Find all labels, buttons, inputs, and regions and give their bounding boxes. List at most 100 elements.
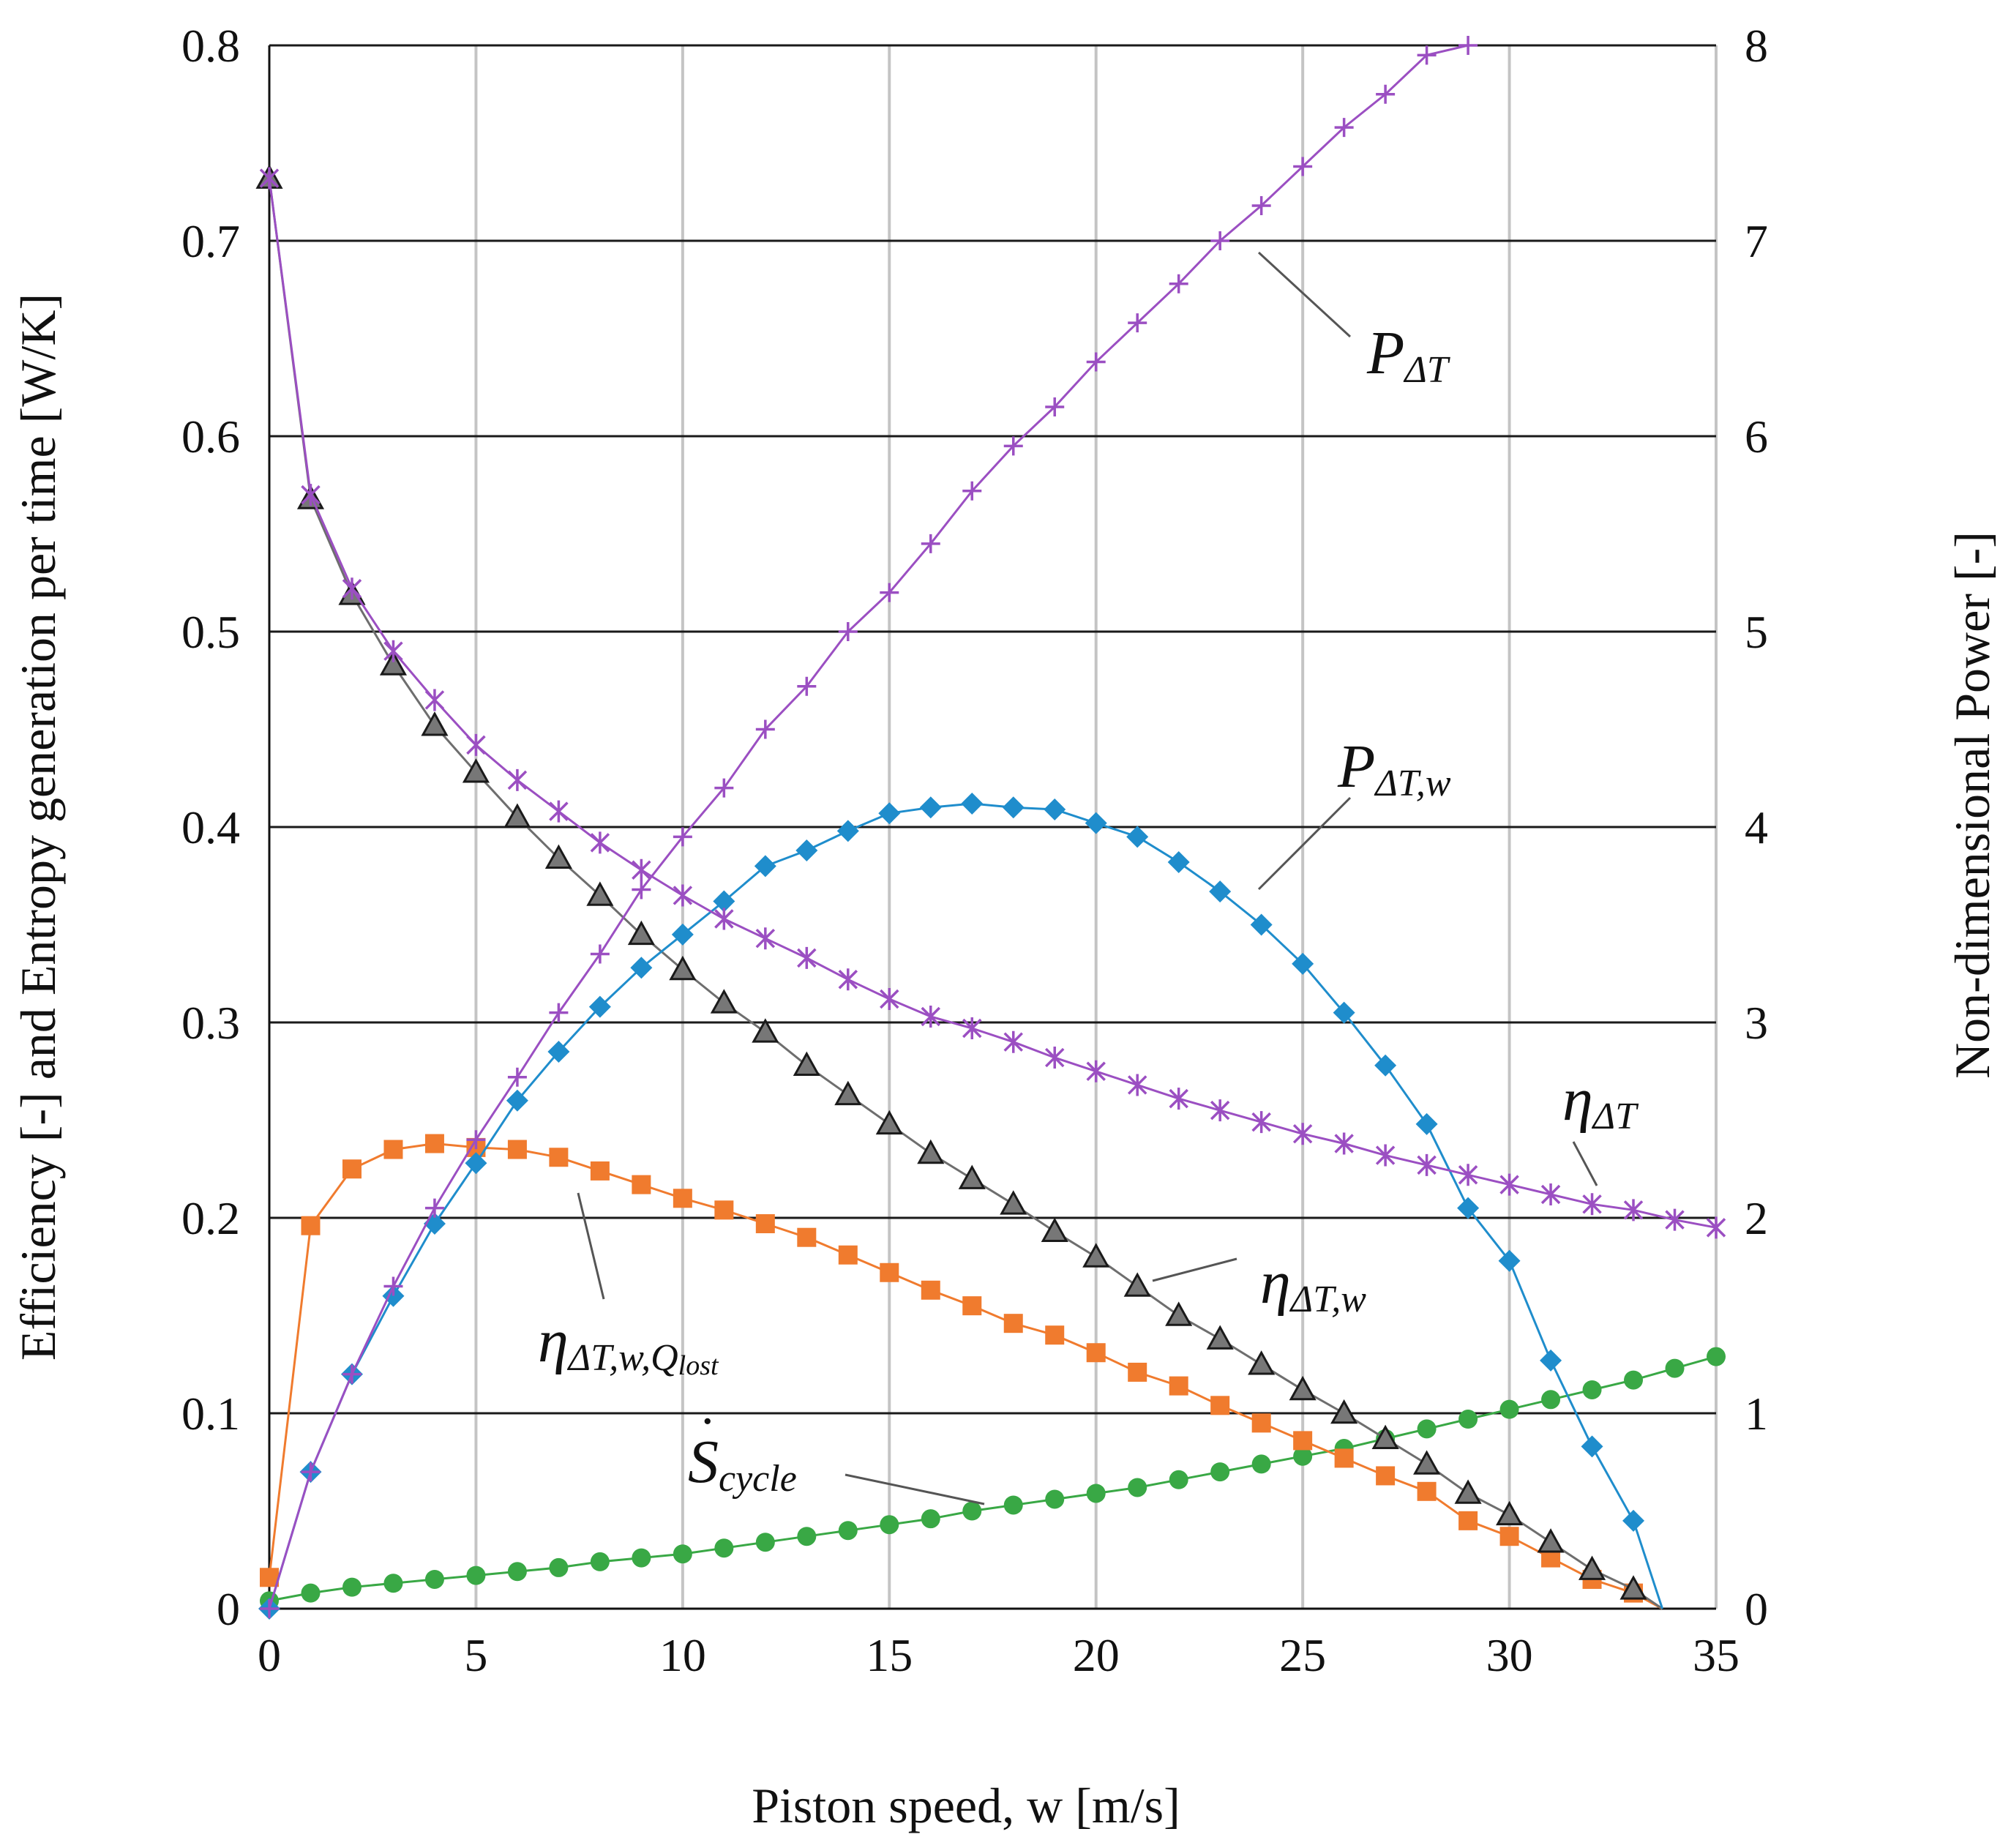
y-axis-left-title: Efficiency [-] and Entropy generation pe… [10, 293, 66, 1361]
y-left-tick-label: 0.6 [181, 411, 240, 463]
data-point-circle [673, 1544, 692, 1564]
label-eta-dt: ηΔT [1562, 1066, 1639, 1137]
data-point-square [1417, 1481, 1437, 1501]
data-point-square [673, 1189, 692, 1208]
data-point-square [507, 1140, 527, 1159]
data-point-diamond [961, 792, 984, 815]
y-left-tick-label: 0.5 [181, 606, 240, 658]
x-tick-label: 30 [1486, 1629, 1533, 1681]
data-point-triangle [1619, 1575, 1647, 1600]
data-point-square [383, 1140, 403, 1159]
y-left-tick-label: 0.7 [181, 215, 240, 267]
y-right-tick-label: 8 [1745, 20, 1768, 72]
y-left-tick-label: 0.4 [181, 801, 240, 853]
axes [268, 45, 1716, 1610]
data-point-triangle [1000, 1190, 1027, 1215]
data-point-diamond [506, 1089, 528, 1112]
y-right-tick-label: 2 [1745, 1192, 1768, 1244]
data-point-star [1458, 1164, 1478, 1186]
data-point-star [1127, 1074, 1147, 1096]
s-cycle-text: Scycle [688, 1428, 797, 1500]
data-point-star [466, 733, 486, 756]
x-tick-label: 0 [258, 1629, 281, 1681]
data-point-circle [1045, 1489, 1065, 1509]
data-point-diamond [588, 995, 611, 1018]
data-point-triangle [958, 1164, 986, 1189]
data-point-circle [383, 1574, 403, 1593]
label-eta-qlost: ηΔT,w,Qlost [538, 1307, 719, 1381]
data-point-circle [507, 1562, 527, 1582]
data-point-star [424, 689, 445, 711]
data-point-plus [383, 1276, 403, 1296]
data-point-diamond [547, 1041, 570, 1063]
data-point-square [1003, 1314, 1023, 1333]
label-eta-dtw: ηΔT,w [1260, 1249, 1366, 1320]
data-point-square [549, 1148, 569, 1167]
leader-s-cycle [845, 1473, 985, 1505]
data-point-diamond [465, 1152, 487, 1175]
data-point-square [1499, 1527, 1519, 1546]
data-point-circle [880, 1515, 899, 1535]
data-point-triangle [586, 881, 614, 906]
data-point-circle [590, 1552, 610, 1571]
data-point-diamond [919, 796, 942, 819]
data-point-diamond [1002, 796, 1025, 819]
data-point-star [1003, 1030, 1023, 1053]
data-point-plus [1293, 157, 1313, 176]
data-point-plus [673, 827, 692, 847]
x-tick-label: 35 [1693, 1629, 1740, 1681]
data-point-square [1045, 1325, 1065, 1345]
data-point-triangle [917, 1139, 945, 1164]
label-s-cycle: · Scycle [688, 1394, 797, 1500]
data-point-plus [838, 622, 858, 641]
y-right-tick-label: 6 [1745, 411, 1768, 463]
data-point-circle [1665, 1358, 1685, 1378]
y-right-tick-label: 0 [1745, 1583, 1768, 1635]
data-point-triangle [1578, 1555, 1606, 1580]
data-point-plus [1169, 274, 1188, 293]
data-point-star [590, 831, 610, 854]
data-point-circle [1417, 1419, 1437, 1439]
x-tick-label: 5 [464, 1629, 487, 1681]
data-point-star [383, 640, 403, 662]
data-point-diamond [671, 923, 694, 946]
data-point-diamond [878, 802, 901, 825]
data-point-square [1376, 1466, 1396, 1486]
data-point-plus [342, 1364, 362, 1384]
leader-p-dtw [1257, 796, 1352, 891]
data-point-plus [921, 534, 940, 553]
data-point-circle [1458, 1410, 1478, 1429]
data-point-plus [1251, 195, 1271, 215]
annotation-leaders [577, 251, 1598, 1505]
y-left-tick-label: 0 [217, 1583, 240, 1635]
y-right-tick-label: 3 [1745, 997, 1768, 1049]
data-point-plus [755, 719, 775, 739]
data-point-circle [1582, 1380, 1602, 1399]
data-point-square [342, 1159, 362, 1179]
data-point-star [632, 858, 651, 881]
data-point-square [714, 1200, 734, 1220]
data-point-diamond [1126, 826, 1149, 848]
data-point-diamond [1044, 798, 1066, 820]
data-point-circle [921, 1509, 940, 1529]
data-point-triangle [1123, 1272, 1151, 1297]
data-point-star [342, 577, 362, 600]
data-point-star [1665, 1208, 1685, 1231]
data-point-circle [549, 1557, 569, 1577]
data-point-star [1044, 1047, 1065, 1069]
data-point-plus [1417, 45, 1437, 65]
data-point-circle [755, 1533, 775, 1552]
data-point-square [1458, 1511, 1478, 1530]
data-point-triangle [503, 803, 531, 828]
data-point-diamond [1085, 812, 1107, 834]
data-point-star [259, 167, 280, 190]
data-point-square [632, 1175, 651, 1194]
data-point-square [1251, 1413, 1271, 1433]
data-point-triangle [544, 844, 572, 869]
data-point-circle [1128, 1478, 1147, 1497]
data-point-circle [1499, 1399, 1519, 1419]
data-point-square [962, 1296, 982, 1316]
data-point-triangle [834, 1080, 862, 1106]
y-right-tick-label: 5 [1745, 606, 1768, 658]
leader-p-dt [1257, 251, 1352, 338]
